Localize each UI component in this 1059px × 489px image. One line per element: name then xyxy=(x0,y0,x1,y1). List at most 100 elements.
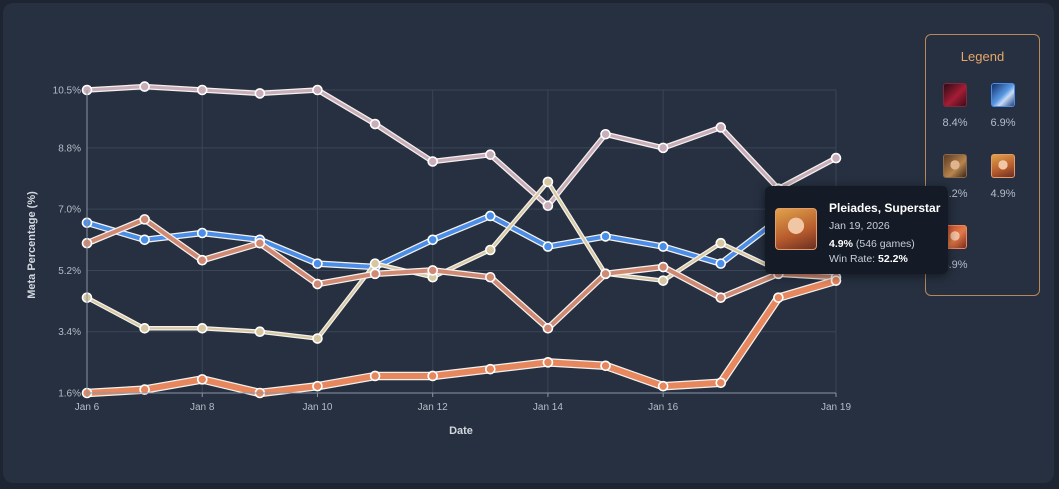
x-axis-title: Date xyxy=(449,425,473,437)
data-point xyxy=(369,268,381,280)
data-point xyxy=(600,360,611,372)
x-tick-label: Jan 14 xyxy=(533,402,563,413)
data-point xyxy=(427,156,438,167)
data-point xyxy=(254,326,266,338)
data-point xyxy=(139,323,150,334)
data-point xyxy=(427,265,438,276)
data-point xyxy=(369,258,381,269)
data-point xyxy=(312,278,323,290)
data-point xyxy=(369,118,381,130)
data-point xyxy=(369,370,381,382)
data-point xyxy=(312,258,323,269)
data-point xyxy=(715,237,727,249)
tooltip-hero-name: Pleiades, Superstar xyxy=(829,201,941,215)
x-tick-label: Jan 16 xyxy=(648,402,678,413)
y-tick-label: 3.4% xyxy=(58,327,81,338)
data-point xyxy=(196,323,208,334)
tooltip-meta: 4.9% (546 games) xyxy=(829,238,915,250)
data-point xyxy=(427,234,438,246)
legend-item-hero-1[interactable]: 8.4% xyxy=(935,83,975,129)
data-point xyxy=(542,200,554,212)
data-point xyxy=(196,374,208,385)
hero-1-portrait-icon xyxy=(943,83,967,107)
data-point xyxy=(600,128,611,140)
legend-value: 8.4% xyxy=(942,117,968,129)
series-line xyxy=(86,180,837,340)
data-point xyxy=(715,258,727,269)
series-line-outline xyxy=(84,83,839,209)
x-tick-label: Jan 8 xyxy=(190,402,215,413)
x-tick-label: Jan 12 xyxy=(418,402,448,413)
series-5 xyxy=(81,275,842,399)
series-line xyxy=(85,85,838,208)
legend-value: 6.9% xyxy=(990,117,1016,129)
data-point xyxy=(139,81,150,92)
x-tick-label: Jan 10 xyxy=(302,402,332,413)
data-point xyxy=(139,214,150,225)
tooltip-games: (546 games) xyxy=(855,238,915,250)
x-tick-label: Jan 6 xyxy=(75,402,100,413)
data-point xyxy=(139,234,150,246)
tooltip-winrate-label: Win Rate: xyxy=(829,253,876,265)
data-point xyxy=(542,176,554,188)
data-point xyxy=(657,142,669,154)
legend-item-hero-2[interactable]: 6.9% xyxy=(983,83,1023,129)
data-point xyxy=(715,122,727,133)
data-point xyxy=(485,363,496,375)
legend-value: 4.9% xyxy=(942,259,968,271)
data-point xyxy=(657,241,669,252)
tooltip-date: Jan 19, 2026 xyxy=(829,220,890,232)
data-point xyxy=(196,227,208,239)
legend-value: 4.9% xyxy=(990,188,1016,200)
data-point xyxy=(485,271,496,283)
data-point xyxy=(312,333,323,344)
pleiades-portrait-icon xyxy=(775,208,817,250)
y-tick-label: 10.5% xyxy=(53,86,81,97)
series-line xyxy=(85,217,838,331)
data-point xyxy=(830,152,842,164)
data-point xyxy=(427,370,438,382)
data-point xyxy=(600,268,611,280)
y-tick-label: 5.2% xyxy=(58,266,81,277)
y-axis-title: Meta Percentage (%) xyxy=(26,191,38,299)
legend-item-hero-3[interactable]: 5.2% xyxy=(935,154,975,200)
series-line xyxy=(85,214,838,273)
data-point xyxy=(485,210,496,222)
data-point xyxy=(542,357,554,368)
data-point xyxy=(657,275,669,286)
tooltip-winrate: Win Rate: 52.2% xyxy=(829,253,908,265)
legend-value: 5.2% xyxy=(942,188,968,200)
data-point xyxy=(254,88,266,99)
chart-panel: 1.6% 3.4% 5.2% 7.0% 8.8% 10.5% Jan 6 Jan 8 Jan 1… xyxy=(3,3,1054,483)
series-line xyxy=(84,277,839,396)
data-point xyxy=(657,261,669,273)
data-point xyxy=(542,241,554,252)
legend-item-hero-4[interactable]: 4.9% xyxy=(983,154,1023,200)
series-4 xyxy=(81,214,842,334)
data-point xyxy=(254,237,266,249)
data-point xyxy=(312,84,323,96)
y-tick-label: 1.6% xyxy=(58,389,81,400)
data-point xyxy=(773,292,784,303)
tooltip-winrate-value: 52.2% xyxy=(878,253,908,265)
data-point xyxy=(542,323,554,334)
x-tick-label: Jan 19 xyxy=(821,402,851,413)
y-tick-label: 8.8% xyxy=(58,143,81,154)
series-layer xyxy=(81,81,842,399)
hero-4-portrait-icon xyxy=(991,154,1015,178)
data-point xyxy=(600,231,611,242)
data-point xyxy=(715,292,727,303)
y-tick-label: 7.0% xyxy=(58,205,81,216)
tooltip-meta-value: 4.9% xyxy=(829,238,853,250)
hero-3-portrait-icon xyxy=(943,154,967,178)
legend-title: Legend xyxy=(960,49,1005,64)
data-point xyxy=(312,380,323,392)
data-point xyxy=(715,377,727,389)
hover-tooltip: Pleiades, Superstar Jan 19, 2026 4.9% (5… xyxy=(765,186,948,274)
series-1 xyxy=(81,81,842,212)
data-point xyxy=(830,275,842,286)
hero-2-portrait-icon xyxy=(991,83,1015,107)
axes: 1.6% 3.4% 5.2% 7.0% 8.8% 10.5% Jan 6 Jan 8 Jan 1… xyxy=(53,86,852,414)
data-point xyxy=(657,380,669,392)
data-point xyxy=(196,84,208,96)
